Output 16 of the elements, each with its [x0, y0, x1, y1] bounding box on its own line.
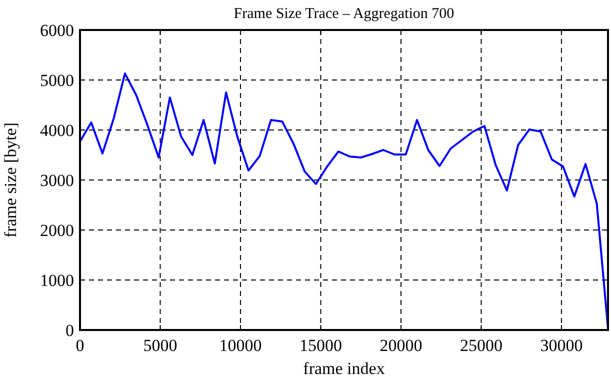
x-axis-title: frame index — [303, 359, 386, 378]
y-axis-title: frame size [byte] — [1, 122, 20, 238]
y-tick-label: 2000 — [40, 221, 74, 240]
x-tick-label: 30000 — [540, 336, 583, 355]
x-tick-label: 15000 — [299, 336, 342, 355]
x-tick-label: 25000 — [460, 336, 502, 355]
y-tick-label: 1000 — [40, 271, 74, 290]
x-tick-label: 10000 — [219, 336, 262, 355]
y-tick-label: 4000 — [40, 121, 74, 140]
y-tick-label: 3000 — [40, 171, 74, 190]
y-tick-label: 0 — [66, 321, 74, 340]
y-tick-label: 5000 — [40, 71, 74, 90]
chart-title: Frame Size Trace – Aggregation 700 — [234, 6, 454, 22]
x-tick-label: 20000 — [380, 336, 422, 355]
y-tick-label: 6000 — [40, 21, 74, 40]
x-tick-label: 5000 — [143, 336, 178, 355]
